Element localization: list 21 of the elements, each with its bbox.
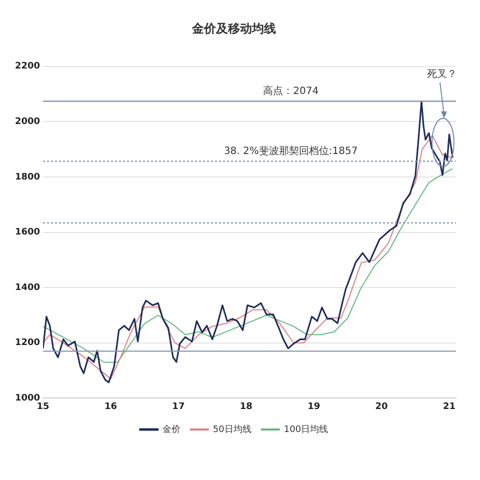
legend-label: 100日均线 (284, 424, 328, 435)
y-tick-label: 1400 (14, 282, 40, 293)
x-tick-label: 16 (104, 402, 118, 412)
y-tick-label: 1800 (14, 172, 40, 182)
x-tick-label: 20 (375, 402, 388, 412)
y-tick-label: 1600 (14, 228, 40, 238)
x-tick-label: 17 (172, 402, 185, 412)
x-tick-label: 18 (240, 402, 252, 412)
x-tick-label: 21 (442, 402, 456, 412)
y-tick-label: 1200 (14, 338, 40, 348)
y-tick-label: 2200 (14, 62, 40, 72)
x-tick-label: 15 (36, 402, 50, 412)
ref-line-label: 38. 2%斐波那契回档位:1857 (224, 144, 358, 157)
y-tick-label: 1000 (14, 394, 40, 404)
legend-label: 金价 (162, 424, 180, 435)
annotation: 死叉？ (427, 68, 457, 80)
x-tick-label: 19 (308, 402, 320, 412)
y-tick-label: 2000 (14, 117, 40, 128)
legend-label: 50日均线 (212, 424, 252, 435)
ref-line-label: 高点：2074 (263, 84, 319, 97)
chart-title: 金价及移动均线 (191, 21, 276, 36)
